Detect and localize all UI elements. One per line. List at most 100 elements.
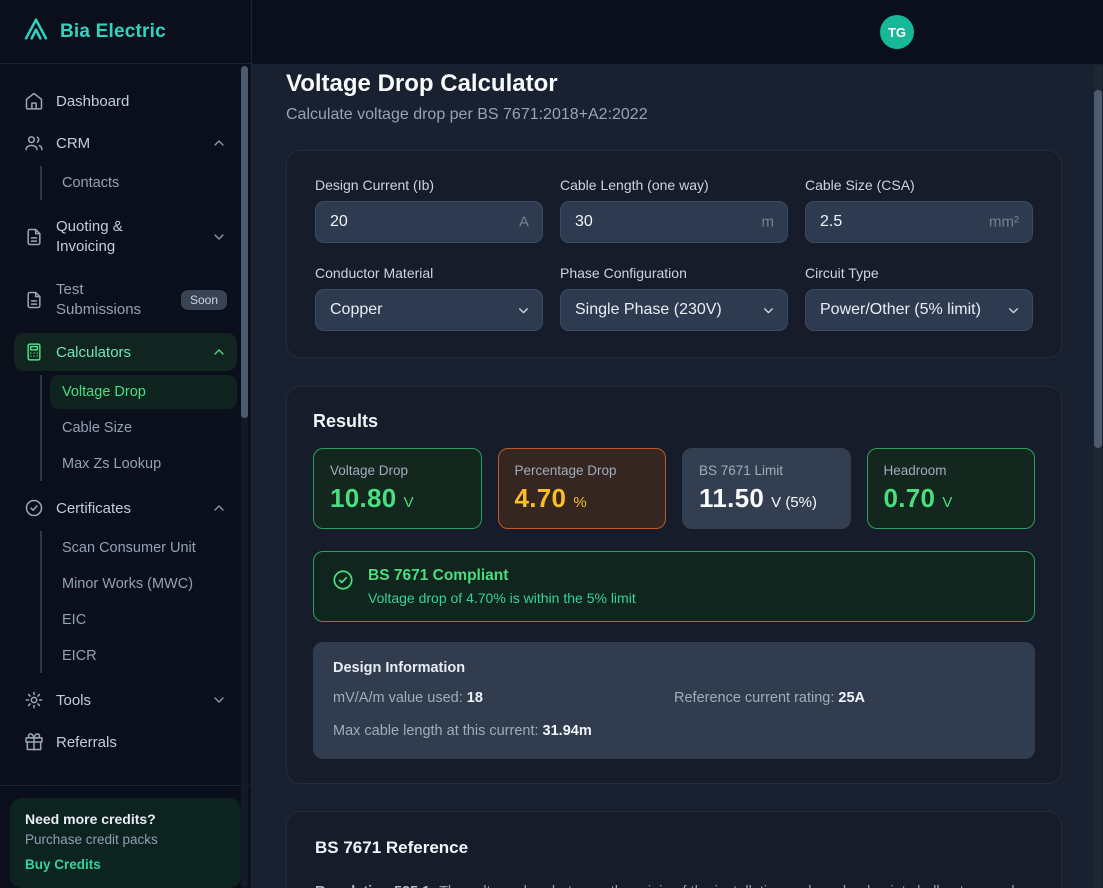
field-conductor-material: Conductor Material Copper (315, 265, 543, 331)
voltage-drop-tile: Voltage Drop 10.80 V (313, 448, 482, 529)
sidebar-item-test-submissions[interactable]: Test Submissions Soon (14, 271, 237, 330)
design-info-row: Max cable length at this current: 31.94m (333, 723, 1015, 739)
users-icon (24, 133, 44, 153)
sidebar-item-cable-size[interactable]: Cable Size (62, 420, 133, 436)
chevron-up-icon (211, 135, 227, 151)
crm-sub-list: Contacts (40, 166, 237, 200)
result-tiles: Voltage Drop 10.80 V Percentage Drop 4.7… (313, 448, 1035, 529)
compliance-title: BS 7671 Compliant (368, 567, 509, 584)
phase-configuration-select[interactable]: Single Phase (230V) (560, 289, 788, 331)
page-subtitle: Calculate voltage drop per BS 7671:2018+… (286, 106, 648, 123)
selected-value: Single Phase (230V) (575, 301, 722, 318)
gift-icon (24, 732, 44, 752)
field-phase-configuration: Phase Configuration Single Phase (230V) (560, 265, 788, 331)
chevron-up-icon (211, 500, 227, 516)
design-information-panel: Design Information mV/A/m value used: 18 … (313, 642, 1035, 759)
field-label: Cable Length (one way) (560, 177, 709, 193)
sidebar-item-max-zs-lookup[interactable]: Max Zs Lookup (62, 456, 162, 472)
sidebar-item-minor-works[interactable]: Minor Works (MWC) (62, 576, 194, 592)
tile-label: Percentage Drop (514, 463, 617, 478)
document-icon (24, 227, 44, 247)
field-label: Design Current (Ib) (315, 177, 435, 193)
calculator-icon (24, 342, 44, 362)
certificates-sub-list: Scan Consumer Unit Minor Works (MWC) EIC… (40, 531, 237, 673)
field-circuit-type: Circuit Type Power/Other (5% limit) (805, 265, 1033, 331)
sidebar-item-certificates[interactable]: Certificates (14, 489, 237, 527)
calculator-form-card: Design Current (Ib) A Cable Length (one … (286, 150, 1062, 358)
sidebar-item-label: Certificates (56, 499, 132, 517)
main-content: Voltage Drop Calculator Calculate voltag… (252, 64, 1103, 888)
tile-label: Headroom (883, 463, 947, 478)
results-card: Results Voltage Drop 10.80 V Percentage … (286, 386, 1062, 784)
sidebar-item-crm[interactable]: CRM (14, 124, 237, 162)
reference-heading: BS 7671 Reference (315, 838, 469, 857)
field-design-current: Design Current (Ib) A (315, 177, 543, 243)
tile-value: 4.70 (514, 483, 567, 513)
cable-size-input[interactable] (805, 201, 1033, 243)
percentage-drop-tile: Percentage Drop 4.70 % (497, 448, 666, 529)
sidebar-item-eicr[interactable]: EICR (62, 648, 97, 664)
conductor-material-select[interactable]: Copper (315, 289, 543, 331)
buy-credits-link[interactable]: Buy Credits (25, 857, 101, 872)
sidebar-item-voltage-drop[interactable]: Voltage Drop (50, 375, 237, 409)
sidebar-item-tools[interactable]: Tools (14, 681, 237, 719)
sidebar-item-dashboard[interactable]: Dashboard (14, 82, 237, 120)
credits-title: Need more credits? (25, 811, 156, 827)
sidebar-item-label: Dashboard (56, 92, 130, 110)
brand[interactable]: Bia Electric (0, 0, 251, 64)
chevron-down-icon (1007, 304, 1020, 317)
sidebar-item-label: Referrals (56, 733, 117, 751)
design-info-row: mV/A/m value used: 18 (333, 690, 674, 706)
regulation-label: Regulation 525.1: (315, 884, 435, 888)
tile-unit: V (403, 494, 414, 511)
chevron-up-icon (211, 344, 227, 360)
sidebar-scrollbar-thumb[interactable] (241, 66, 248, 418)
sidebar-item-label: Quoting & Invoicing (56, 218, 123, 256)
home-icon (24, 91, 44, 111)
design-current-input[interactable] (315, 201, 543, 243)
credits-card: Need more credits? Purchase credit packs… (10, 798, 241, 888)
sidebar-item-referrals[interactable]: Referrals (14, 723, 237, 761)
tile-value: 10.80 (330, 483, 397, 513)
tile-value: 0.70 (883, 483, 936, 513)
calculators-sub-list: Voltage Drop Cable Size Max Zs Lookup (40, 375, 237, 481)
sidebar-item-eic[interactable]: EIC (62, 612, 87, 628)
document-icon (24, 290, 44, 310)
brand-name: Bia Electric (60, 20, 166, 42)
design-info-value: 18 (466, 690, 483, 706)
sidebar-item-label: Test Submissions (56, 280, 142, 318)
user-avatar[interactable]: TG (880, 15, 914, 49)
sidebar-scrollbar[interactable] (241, 66, 248, 888)
chevron-down-icon (762, 304, 775, 317)
bs7671-limit-tile: BS 7671 Limit 11.50 V (5%) (682, 448, 851, 529)
sidebar-item-quoting-invoicing[interactable]: Quoting & Invoicing (14, 208, 237, 267)
sidebar-item-label: Tools (56, 691, 92, 709)
main-scrollbar[interactable] (1094, 66, 1102, 888)
content-column: TG Voltage Drop Calculator Calculate vol… (252, 0, 1103, 888)
badge-check-icon (24, 498, 44, 518)
chevron-down-icon (211, 229, 227, 245)
page-title: Voltage Drop Calculator (286, 70, 558, 97)
design-info-value: 25A (838, 690, 865, 706)
sidebar: Bia Electric Dashboard CRM Contacts Quot (0, 0, 252, 888)
chevron-down-icon (517, 304, 530, 317)
credits-subtitle: Purchase credit packs (25, 832, 158, 847)
regulation-text: The voltage drop between the origin of t… (439, 884, 1015, 888)
sidebar-item-calculators[interactable]: Calculators (14, 333, 237, 371)
field-label: Circuit Type (805, 265, 879, 281)
sidebar-nav: Dashboard CRM Contacts Quoting & Invoici… (0, 64, 251, 785)
soon-badge: Soon (180, 289, 227, 310)
tile-unit: V (942, 494, 953, 511)
bs7671-reference-card: BS 7671 Reference Regulation 525.1: The v… (286, 811, 1062, 888)
selected-value: Power/Other (5% limit) (820, 301, 981, 318)
sidebar-item-contacts[interactable]: Contacts (62, 175, 120, 191)
sidebar-item-scan-consumer-unit[interactable]: Scan Consumer Unit (62, 540, 196, 556)
main-scrollbar-thumb[interactable] (1094, 90, 1102, 448)
compliance-banner: BS 7671 Compliant Voltage drop of 4.70% … (313, 551, 1035, 622)
tile-value: 11.50 (699, 483, 765, 513)
topbar: TG (252, 0, 1103, 64)
circuit-type-select[interactable]: Power/Other (5% limit) (805, 289, 1033, 331)
sidebar-item-label: Calculators (56, 343, 132, 361)
cable-length-input[interactable] (560, 201, 788, 243)
design-info-heading: Design Information (333, 660, 466, 676)
